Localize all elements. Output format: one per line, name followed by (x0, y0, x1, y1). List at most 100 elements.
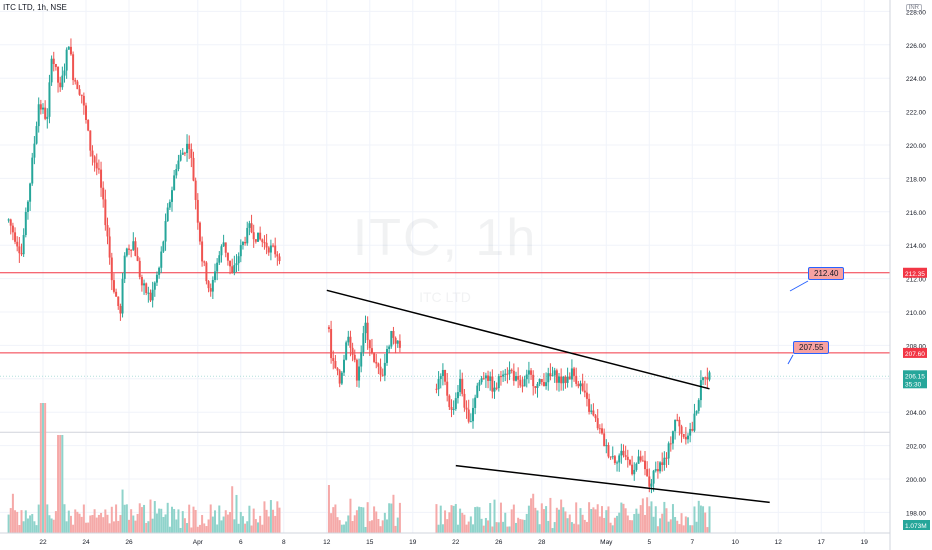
time-tick-label: May (600, 539, 613, 546)
candle-body (558, 376, 560, 383)
volume-bar (134, 520, 137, 533)
price-callout-212-40[interactable]: 212.40 (808, 267, 845, 280)
candle-body (530, 370, 533, 375)
candle-body (80, 94, 83, 96)
volume-bar (370, 520, 373, 533)
candle-body (368, 340, 371, 349)
volume-bar (708, 506, 711, 533)
volume-bar (358, 506, 361, 533)
volume-bar (216, 524, 219, 533)
volume-bar (542, 509, 545, 533)
candle-body (177, 160, 180, 170)
candle-body (181, 152, 184, 155)
volume-bar (229, 511, 232, 533)
candle-body (121, 278, 124, 314)
volume-bar (570, 522, 573, 533)
volume-bar (536, 510, 539, 533)
volume-bar (235, 494, 238, 533)
volume-bar (366, 502, 369, 533)
price-tick-label: 220.00 (906, 143, 926, 150)
candle-body (132, 241, 135, 250)
candle-body (581, 383, 584, 391)
candle-body (155, 274, 158, 283)
volume-bar (566, 518, 569, 533)
time-axis[interactable]: 22 24 26 Apr 6 8 12 15 19 22 26 28 May 5 7 10 12 17 19 (39, 539, 868, 546)
candle-body (527, 370, 530, 375)
volume-bar (54, 511, 57, 533)
candle-body (211, 279, 214, 292)
volume-bar (375, 511, 378, 533)
volume-bar (637, 513, 640, 533)
candle-body (50, 58, 53, 83)
candle-body (226, 252, 229, 261)
candle-body (687, 435, 689, 440)
candle-body (375, 361, 378, 364)
price-tick-label: 216.00 (906, 210, 926, 217)
candle-body (343, 359, 345, 373)
candle-body (250, 223, 253, 233)
candle-body (20, 253, 23, 255)
candle-body (360, 352, 363, 367)
candle-body (31, 157, 34, 184)
trendlines (326, 289, 770, 504)
candle-body (347, 336, 350, 343)
volume-bar (540, 503, 543, 533)
candle-body (224, 242, 227, 253)
volume-bar (588, 502, 591, 533)
candle-body (257, 232, 259, 242)
candle-body (532, 374, 535, 387)
candle-body (151, 289, 154, 301)
candle-body (654, 469, 657, 471)
currency-tag[interactable]: INR (905, 4, 922, 12)
volume-bar (166, 502, 169, 533)
volume-bar (684, 516, 687, 533)
volume-bar (7, 514, 10, 533)
candle-body (149, 292, 152, 301)
volume-bar (575, 502, 578, 533)
candle-body (671, 431, 674, 444)
volume-bar (196, 526, 199, 533)
price-axis[interactable]: 198.00200.00202.00204.00206.00208.00210.… (906, 0, 926, 517)
candle-body (560, 376, 563, 384)
volume-bar (224, 510, 227, 533)
candle-body (259, 232, 262, 240)
candle-body (467, 409, 470, 422)
candle-body (398, 340, 401, 348)
candle-body (140, 277, 143, 286)
volume-bar (519, 519, 522, 533)
candle-body (267, 247, 270, 253)
volume-bar (594, 509, 597, 533)
candle-body (590, 410, 593, 412)
volume-bar (201, 515, 204, 533)
volume-bar (207, 519, 210, 533)
volume-bar (478, 507, 481, 533)
volume-bar (233, 519, 236, 533)
volume-bar (35, 525, 38, 533)
volume-bar (46, 504, 49, 533)
volume-bar (656, 526, 659, 533)
volume-bar (463, 514, 466, 533)
candle-body (198, 222, 201, 242)
volume-bar (327, 485, 330, 533)
candle-body (276, 254, 279, 257)
volume-bar (549, 497, 552, 533)
candle-body (684, 436, 687, 440)
candle-body (663, 457, 666, 465)
candle-body (497, 376, 500, 389)
volume-bar (95, 517, 98, 533)
candle-body (652, 470, 655, 484)
volume-bar (48, 515, 51, 533)
volume-bar (332, 507, 335, 533)
volume-bar (261, 524, 264, 533)
price-callout-207-55[interactable]: 207.55 (793, 341, 830, 354)
volume-bar (693, 506, 696, 533)
candle-body (46, 116, 49, 119)
candle-body (489, 376, 492, 381)
volume-bar (691, 525, 694, 533)
volume-bar (398, 502, 401, 533)
candle-body (708, 372, 711, 380)
volume-bar (368, 521, 371, 533)
candle-body (538, 379, 541, 384)
candle-body (465, 407, 468, 410)
